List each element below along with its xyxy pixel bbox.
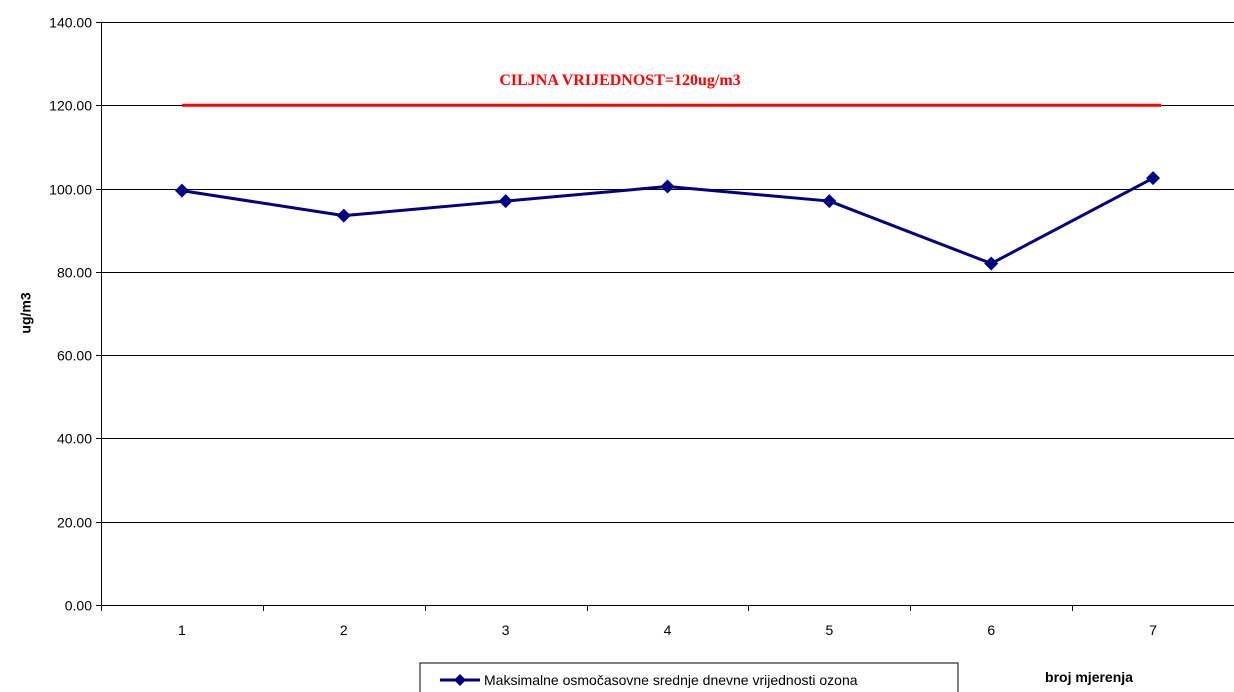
- y-tick-label: 120.00: [49, 98, 92, 114]
- x-tick-label: 3: [502, 622, 510, 638]
- y-tick-labels: 0.00 20.00 40.00 60.00 80.00 100.00 120.00 140.…: [49, 15, 92, 614]
- legend-series-label: Maksimalne osmočasovne srednje dnevne vr…: [484, 672, 858, 688]
- x-axis-title: broj mjerenja: [1045, 669, 1133, 685]
- data-point-marker: [822, 194, 837, 209]
- target-value-label: CILJNA VRIJEDNOST=120ug/m3: [499, 72, 740, 89]
- x-tick-label: 4: [664, 622, 672, 638]
- legend-series-marker: [454, 674, 466, 686]
- ozone-series: [174, 171, 1161, 271]
- y-tick-label: 20.00: [57, 515, 92, 531]
- y-tick-label: 80.00: [57, 265, 92, 281]
- x-tick-label: 1: [178, 622, 186, 638]
- y-tick-label: 60.00: [57, 348, 92, 364]
- legend-box: [419, 662, 959, 692]
- gridlines: [101, 22, 1234, 523]
- y-tick-label: 0.00: [65, 598, 92, 614]
- data-point-marker: [1146, 171, 1161, 186]
- y-tick-label: 40.00: [57, 431, 92, 447]
- y-tick-label: 140.00: [49, 15, 92, 31]
- data-point-marker: [498, 194, 513, 209]
- x-tick-label: 7: [1149, 622, 1157, 638]
- x-tick-label: 2: [340, 622, 348, 638]
- x-tick-label: 5: [825, 622, 833, 638]
- data-point-marker: [984, 256, 999, 271]
- legend: Maksimalne osmočasovne srednje dnevne vr…: [419, 662, 959, 692]
- data-point-marker: [336, 208, 351, 223]
- x-tick-labels: 1 2 3 4 5 6 7: [178, 622, 1157, 638]
- data-point-marker: [174, 183, 189, 198]
- x-tick-label: 6: [987, 622, 995, 638]
- y-axis-title: ug/m3: [18, 292, 34, 333]
- y-tick-label: 100.00: [49, 182, 92, 198]
- axes: [96, 22, 1234, 611]
- data-point-marker: [660, 179, 675, 194]
